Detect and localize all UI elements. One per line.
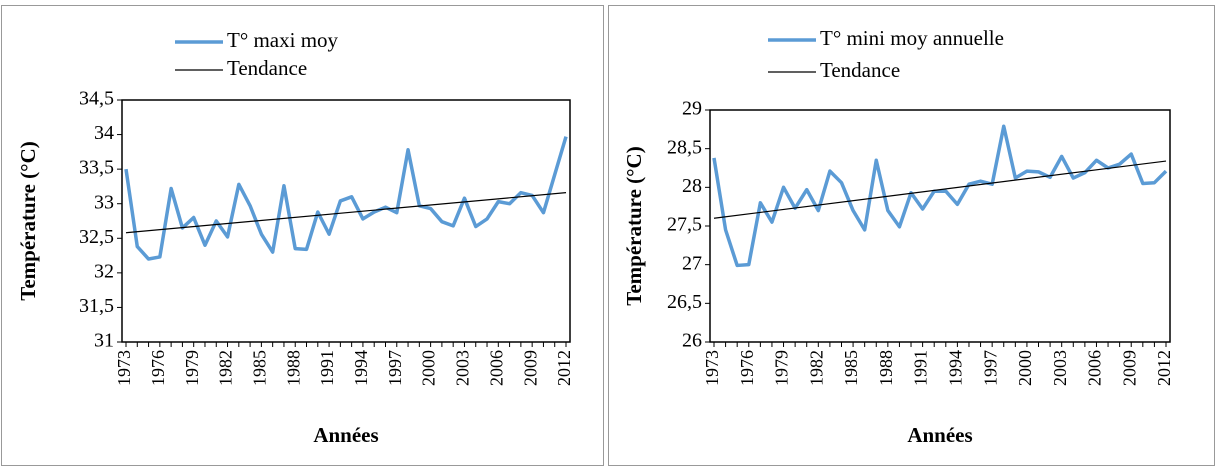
x-tick-label: 2012 <box>554 350 574 386</box>
x-axis-label: Années <box>313 423 378 447</box>
y-tick-label: 27 <box>682 252 702 274</box>
legend-label: Tendance <box>227 56 307 80</box>
x-tick-label: 1973 <box>114 350 134 386</box>
y-tick-label: 34,5 <box>79 88 114 110</box>
x-tick-label: 1985 <box>841 350 861 386</box>
x-tick-label: 1997 <box>980 350 1000 386</box>
data-line <box>124 136 568 261</box>
x-tick-label: 1997 <box>385 350 405 386</box>
y-tick-label: 31,5 <box>79 295 114 317</box>
plot-frame <box>121 99 571 343</box>
data-line <box>712 124 1168 268</box>
x-tick-label: 1982 <box>806 350 826 386</box>
x-tick-label: 1991 <box>911 350 931 386</box>
x-tick-label: 2003 <box>453 350 473 386</box>
x-tick-label: 1976 <box>148 350 168 386</box>
x-axis-label: Années <box>907 423 972 447</box>
y-tick-label: 29 <box>682 98 702 120</box>
x-tick-label: 2003 <box>1050 350 1070 386</box>
y-tick-label: 31 <box>94 330 114 352</box>
x-tick-label: 1979 <box>772 350 792 386</box>
y-tick-label: 28 <box>682 175 702 197</box>
x-tick-label: 2006 <box>486 350 506 386</box>
y-tick-label: 32 <box>94 260 114 282</box>
panel-frame <box>1 5 604 466</box>
x-tick-label: 1973 <box>702 350 722 386</box>
y-axis-label: Température (°C) <box>622 146 646 305</box>
y-tick-label: 33,5 <box>79 157 114 179</box>
y-tick-label: 28,5 <box>667 136 702 158</box>
legend-label: Tendance <box>820 58 900 82</box>
trend-line <box>125 192 567 234</box>
legend-label: T° mini moy annuelle <box>820 26 1004 50</box>
trend-line <box>713 160 1167 219</box>
x-tick-label: 2006 <box>1085 350 1105 386</box>
x-tick-label: 1988 <box>283 350 303 386</box>
x-tick-label: 1994 <box>946 350 966 386</box>
y-tick-label: 33 <box>94 191 114 213</box>
x-tick-label: 1979 <box>182 350 202 386</box>
x-tick-label: 2000 <box>1015 350 1035 386</box>
x-tick-label: 1976 <box>737 350 757 386</box>
y-tick-label: 32,5 <box>79 226 114 248</box>
x-tick-label: 2000 <box>419 350 439 386</box>
x-tick-label: 1991 <box>317 350 337 386</box>
x-tick-label: 1982 <box>216 350 236 386</box>
x-tick-label: 1994 <box>351 350 371 386</box>
x-tick-label: 2009 <box>520 350 540 386</box>
plot-frame <box>709 109 1171 343</box>
panel-frame <box>608 5 1215 466</box>
y-tick-label: 26 <box>682 330 702 352</box>
y-tick-label: 26,5 <box>667 291 702 313</box>
y-tick-label: 27,5 <box>667 214 702 236</box>
y-axis-label: Température (°C) <box>16 141 40 300</box>
x-tick-label: 2012 <box>1154 350 1174 386</box>
x-tick-label: 1985 <box>250 350 270 386</box>
x-tick-label: 2009 <box>1119 350 1139 386</box>
y-tick-label: 34 <box>94 122 114 144</box>
legend-label: T° maxi moy <box>227 28 339 52</box>
x-tick-label: 1988 <box>876 350 896 386</box>
